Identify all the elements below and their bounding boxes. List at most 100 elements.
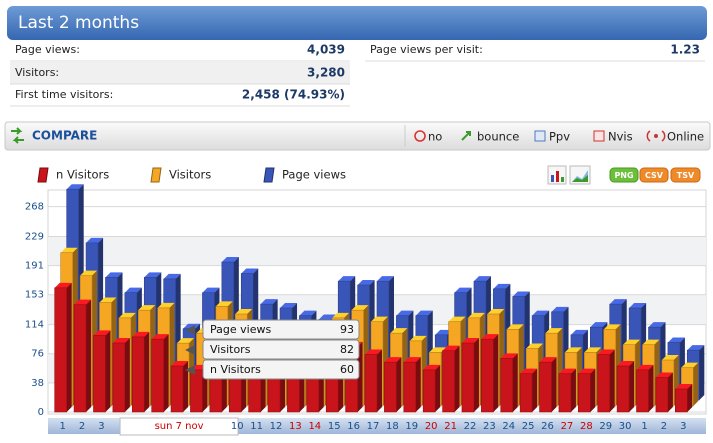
option[interactable]: Nvis — [608, 130, 633, 144]
bar-side — [473, 338, 479, 412]
bar — [597, 354, 611, 413]
bar-side — [86, 299, 92, 412]
export-button[interactable] — [609, 167, 639, 183]
bar-top — [461, 338, 479, 344]
bar-top — [655, 372, 673, 378]
bar-side — [435, 364, 441, 412]
bar-top — [423, 364, 441, 370]
x-tick-label: 20 — [425, 421, 438, 432]
x-tick-label: 24 — [502, 421, 515, 432]
bar-top — [681, 362, 699, 368]
bar-top — [570, 329, 588, 335]
x-tick-label: 12 — [270, 421, 283, 432]
tooltip-value: 82 — [340, 343, 354, 356]
bar — [151, 338, 164, 413]
bar — [93, 335, 106, 413]
bar-top — [564, 347, 582, 353]
bar-top — [429, 347, 447, 353]
bar-side — [551, 357, 557, 412]
x-tick-label: 27 — [561, 421, 574, 432]
bar-side — [105, 330, 111, 412]
bar-top — [157, 302, 175, 308]
x-tick-label: 29 — [599, 421, 612, 432]
bar-side — [415, 357, 421, 412]
bar-top — [371, 316, 388, 322]
x-tick-label: 15 — [328, 421, 341, 432]
bar-top — [642, 339, 660, 345]
option-icon — [534, 130, 546, 142]
legend-swatch — [37, 167, 49, 183]
bar-top — [415, 310, 433, 316]
bar-top — [545, 328, 563, 334]
bar — [190, 369, 203, 413]
bar — [461, 342, 475, 413]
bar-top — [687, 345, 705, 351]
x-tick-label: 17 — [367, 421, 380, 432]
x-tick-label: 26 — [541, 421, 554, 432]
bar-top — [551, 306, 569, 312]
row-bg — [10, 62, 350, 84]
option[interactable]: no — [428, 130, 442, 144]
option[interactable]: Ppv — [549, 130, 570, 144]
stat-value: 2,458 (74.93%) — [242, 88, 345, 102]
export-button[interactable] — [639, 167, 669, 183]
bar-top — [506, 324, 524, 330]
bar-side — [396, 357, 402, 412]
bar-side — [144, 331, 150, 412]
bar-top — [54, 282, 72, 288]
export-button[interactable] — [670, 167, 701, 183]
bar-top — [526, 343, 544, 349]
bar-side — [512, 353, 518, 412]
export-label[interactable]: PNG — [614, 171, 633, 180]
legend-label: n Visitors — [56, 168, 109, 182]
bar-top — [163, 273, 181, 279]
bar-top — [396, 310, 414, 316]
tooltip-pointer — [185, 345, 196, 355]
bar-top — [448, 316, 466, 322]
bar-top — [93, 330, 111, 336]
bar-top — [105, 272, 123, 278]
bar-top — [118, 312, 136, 318]
bar-side — [687, 384, 693, 412]
option[interactable]: bounce — [477, 130, 519, 144]
bar-top — [467, 312, 485, 318]
x-tick-label: 3 — [680, 421, 686, 432]
bar — [519, 373, 533, 413]
bar-top — [241, 268, 259, 274]
y-tick-label: 0 — [38, 407, 44, 418]
bar-side — [357, 341, 363, 412]
bar — [558, 373, 572, 413]
bar-top — [318, 314, 336, 320]
bar-top — [629, 303, 647, 309]
bar-top — [454, 287, 472, 293]
toolbar — [4, 121, 711, 151]
bar-top — [151, 334, 169, 340]
bar-top — [578, 368, 596, 374]
tooltip-box — [202, 319, 360, 340]
bar-top — [112, 338, 130, 344]
x-tick-label: 1 — [641, 421, 647, 432]
stat-label: Page views: — [15, 43, 80, 56]
stat-value: 1.23 — [670, 43, 700, 57]
bar — [616, 365, 630, 413]
x-tick-label: 11 — [250, 421, 263, 432]
bar-top — [74, 299, 92, 305]
bar-top — [202, 287, 220, 293]
bar-top — [390, 328, 408, 334]
y-tick-label: 191 — [25, 261, 44, 272]
compare-title[interactable]: COMPARE — [32, 129, 97, 143]
bar-side — [699, 345, 705, 400]
bar-side — [183, 361, 189, 412]
bar-top — [532, 310, 550, 316]
bar-top — [520, 368, 538, 374]
bar-side — [66, 282, 72, 412]
option[interactable]: Online — [667, 130, 704, 144]
export-label[interactable]: CSV — [645, 171, 664, 180]
export-label[interactable]: TSV — [677, 171, 695, 180]
legend-swatch — [150, 167, 162, 183]
bar-side — [454, 345, 460, 412]
chart-type-icons[interactable] — [547, 165, 591, 185]
bar-side — [570, 368, 576, 412]
bar-side — [648, 364, 654, 412]
stat-value: 3,280 — [307, 66, 345, 80]
